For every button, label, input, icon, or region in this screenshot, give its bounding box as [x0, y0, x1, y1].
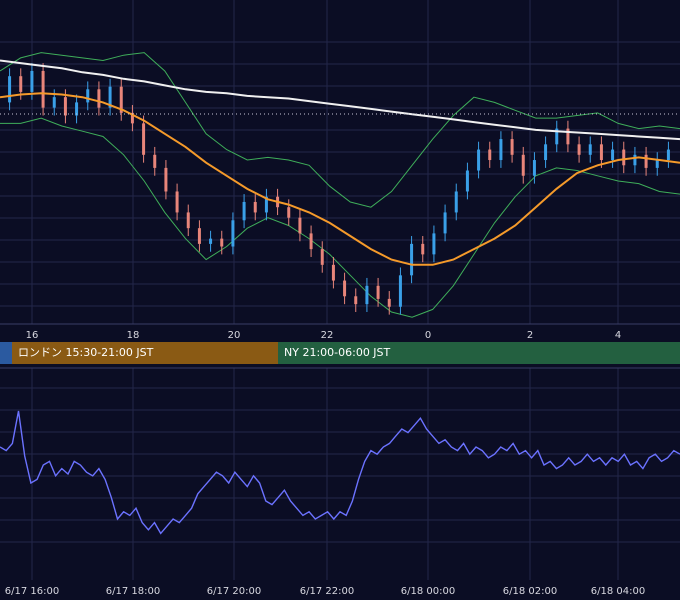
- price-x-tick-label: 2: [527, 330, 533, 341]
- candle-body: [309, 233, 313, 250]
- candle-body: [242, 201, 246, 221]
- candle-body: [164, 167, 168, 192]
- candle-body: [365, 285, 369, 305]
- oscillator-x-tick-label: 6/18 04:00: [591, 586, 645, 597]
- candle-body: [577, 144, 581, 155]
- candle-body: [142, 123, 146, 155]
- candle-body: [343, 280, 347, 297]
- candle-body: [644, 154, 648, 168]
- candle-body: [611, 149, 615, 161]
- moving-average-short: [0, 92, 680, 266]
- oscillator-x-axis: 6/17 16:00 6/17 18:00 6/17 20:00 6/17 22:00…: [5, 586, 645, 597]
- candle-body: [354, 296, 358, 305]
- candle-body: [454, 191, 458, 213]
- oscillator-panel[interactable]: [0, 410, 680, 535]
- candlesticks: [8, 63, 670, 315]
- candle-body: [175, 191, 179, 213]
- candle-body: [499, 139, 503, 161]
- candle-body: [75, 102, 79, 116]
- oscillator-x-tick-label: 6/17 18:00: [106, 586, 160, 597]
- oscillator-x-tick-label: 6/18 02:00: [503, 586, 557, 597]
- candle-body: [130, 112, 134, 124]
- candle-body: [19, 76, 23, 92]
- candle-body: [544, 144, 548, 161]
- price-x-tick-label: 18: [127, 330, 140, 341]
- price-x-tick-label: 20: [228, 330, 241, 341]
- candle-body: [231, 220, 235, 247]
- candle-body: [30, 70, 34, 92]
- price-x-tick-label: 4: [615, 330, 621, 341]
- candle-body: [599, 144, 603, 161]
- candle-body: [588, 144, 592, 155]
- candle-body: [320, 249, 324, 265]
- bollinger-upper-band: [0, 52, 680, 208]
- candle-body: [97, 89, 101, 108]
- oscillator-x-tick-label: 6/17 20:00: [207, 586, 261, 597]
- candle-body: [197, 228, 201, 244]
- candle-body: [41, 70, 45, 108]
- candle-body: [209, 238, 213, 244]
- candle-body: [443, 212, 447, 234]
- candle-body: [532, 160, 536, 176]
- candle-body: [298, 217, 302, 234]
- candle-body: [633, 154, 637, 166]
- candle-body: [52, 97, 56, 108]
- candle-body: [63, 97, 67, 116]
- candle-body: [432, 233, 436, 255]
- candle-body: [655, 160, 659, 168]
- oscillator-line: [0, 410, 680, 535]
- candle-body: [387, 298, 391, 307]
- candle-body: [566, 128, 570, 145]
- candle-body: [264, 196, 268, 213]
- candle-body: [477, 149, 481, 171]
- moving-averages: [0, 59, 680, 266]
- candle-body: [86, 89, 90, 103]
- candle-body: [521, 154, 525, 176]
- candle-body: [555, 128, 559, 145]
- grid-lines: [0, 0, 680, 580]
- oscillator-x-tick-label: 6/17 22:00: [300, 586, 354, 597]
- candle-body: [153, 154, 157, 168]
- candle-body: [488, 149, 492, 161]
- oscillator-x-tick-label: 6/18 00:00: [401, 586, 455, 597]
- session-bar-london: ロンドン 15:30-21:00 JST: [12, 342, 278, 364]
- candle-body: [410, 243, 414, 276]
- price-panel-x-axis: 16 18 20 22 0 2 4: [26, 330, 622, 341]
- price-x-tick-label: 0: [425, 330, 431, 341]
- candle-body: [666, 149, 670, 161]
- candle-body: [622, 149, 626, 166]
- candle-body: [398, 275, 402, 307]
- bollinger-bands: [0, 52, 680, 318]
- candle-body: [253, 201, 257, 213]
- price-panel[interactable]: [0, 52, 680, 318]
- candle-body: [421, 243, 425, 255]
- session-bar-ny: NY 21:00-06:00 JST: [278, 342, 680, 364]
- session-bar-tokyo: [0, 342, 12, 364]
- candle-body: [510, 139, 514, 155]
- price-x-tick-label: 22: [321, 330, 334, 341]
- bollinger-lower-band: [0, 117, 680, 318]
- candle-body: [465, 170, 469, 192]
- candle-body: [186, 212, 190, 229]
- candle-body: [119, 86, 123, 113]
- candle-body: [220, 238, 224, 247]
- candle-body: [331, 264, 335, 281]
- candle-body: [108, 86, 112, 108]
- price-x-tick-label: 16: [26, 330, 39, 341]
- candle-body: [8, 76, 12, 103]
- oscillator-x-tick-label: 6/17 16:00: [5, 586, 59, 597]
- moving-average-long: [0, 59, 680, 141]
- candle-body: [287, 207, 291, 218]
- candle-body: [376, 285, 380, 299]
